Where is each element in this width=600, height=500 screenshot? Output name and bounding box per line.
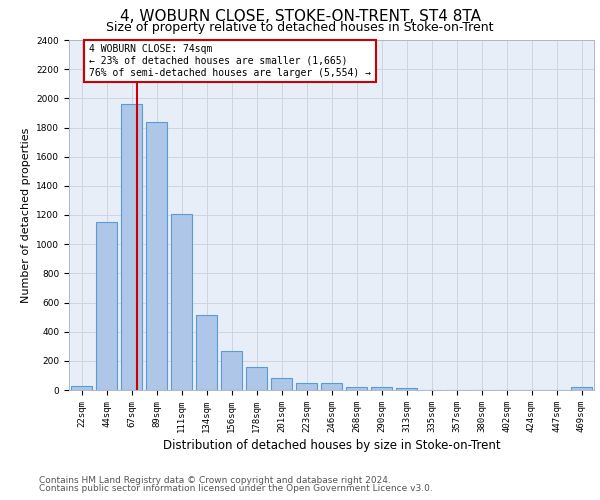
- Y-axis label: Number of detached properties: Number of detached properties: [21, 128, 31, 302]
- Bar: [71, 386, 92, 390]
- Text: Contains public sector information licensed under the Open Government Licence v3: Contains public sector information licen…: [39, 484, 433, 493]
- Bar: [171, 214, 192, 390]
- Text: 4, WOBURN CLOSE, STOKE-ON-TRENT, ST4 8TA: 4, WOBURN CLOSE, STOKE-ON-TRENT, ST4 8TA: [119, 9, 481, 24]
- X-axis label: Distribution of detached houses by size in Stoke-on-Trent: Distribution of detached houses by size …: [163, 439, 500, 452]
- Bar: [121, 104, 142, 390]
- Bar: [196, 315, 217, 390]
- Bar: [371, 387, 392, 390]
- Bar: [271, 378, 292, 390]
- Text: Size of property relative to detached houses in Stoke-on-Trent: Size of property relative to detached ho…: [106, 22, 494, 35]
- Bar: [146, 122, 167, 390]
- Bar: [346, 387, 367, 390]
- Bar: [321, 384, 342, 390]
- Text: Contains HM Land Registry data © Crown copyright and database right 2024.: Contains HM Land Registry data © Crown c…: [39, 476, 391, 485]
- Bar: [296, 382, 317, 390]
- Bar: [96, 222, 117, 390]
- Bar: [571, 387, 592, 390]
- Bar: [396, 388, 417, 390]
- Bar: [221, 352, 242, 390]
- Text: 4 WOBURN CLOSE: 74sqm
← 23% of detached houses are smaller (1,665)
76% of semi-d: 4 WOBURN CLOSE: 74sqm ← 23% of detached …: [89, 44, 371, 78]
- Bar: [246, 368, 267, 390]
